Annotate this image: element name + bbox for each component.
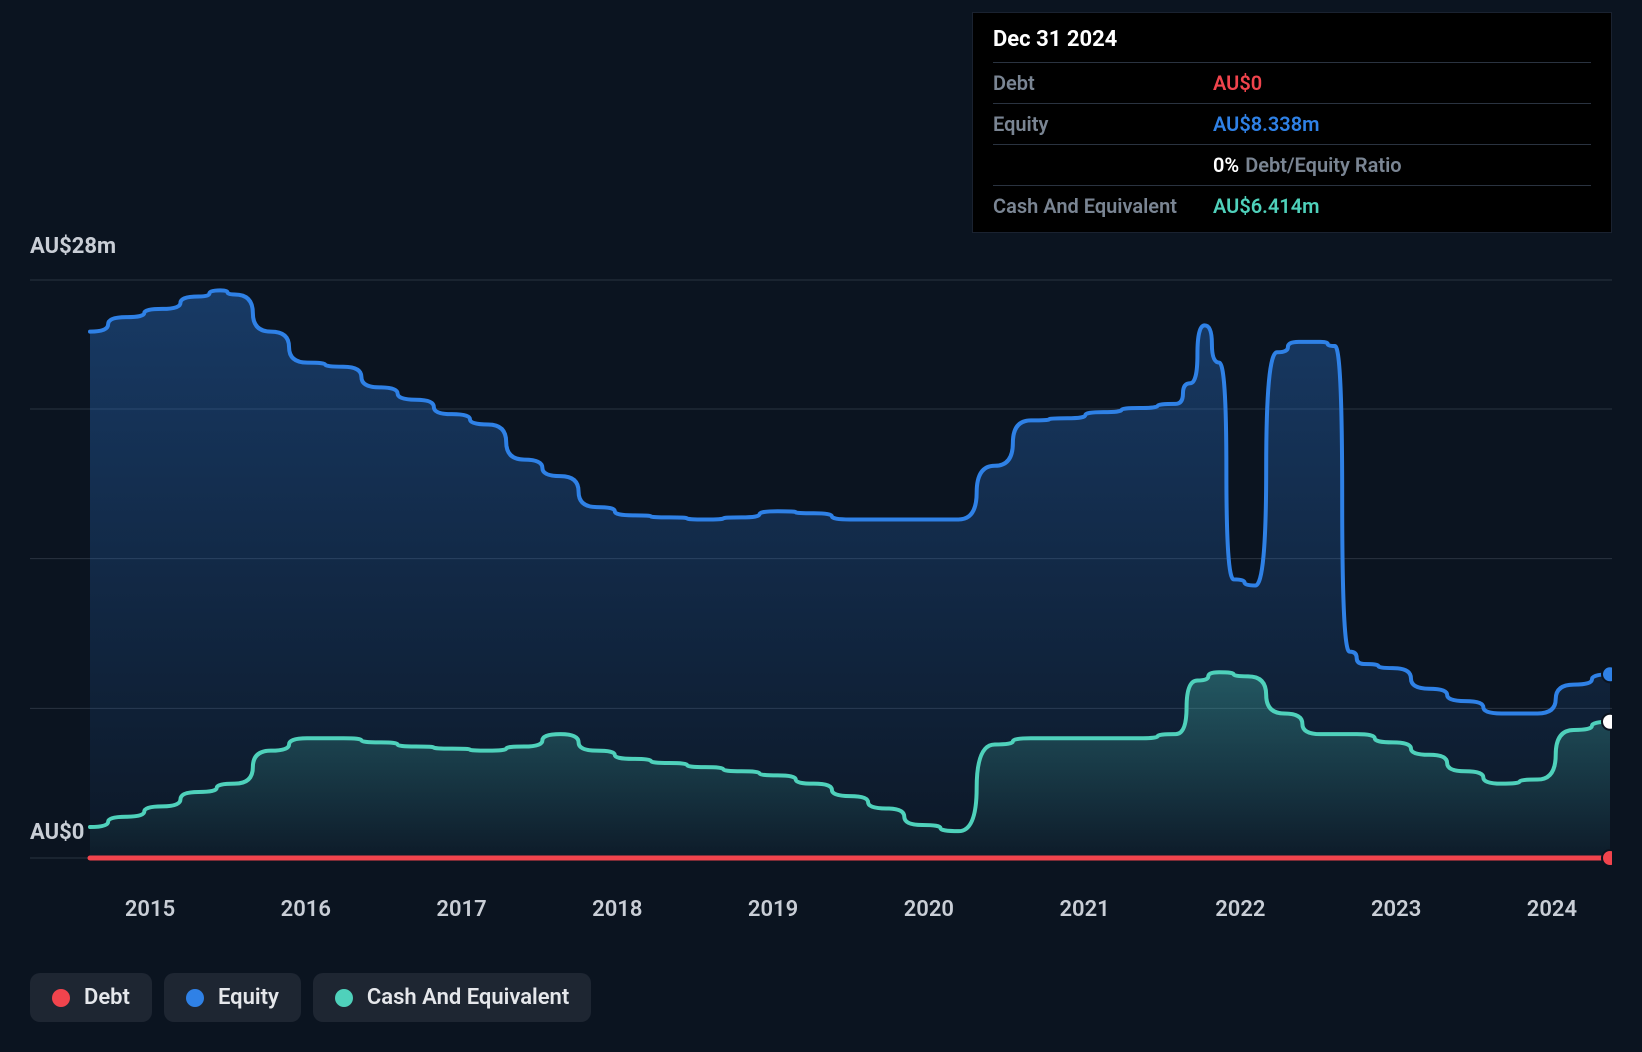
x-axis-year: 2020 bbox=[899, 897, 959, 922]
x-axis-year: 2021 bbox=[1055, 897, 1115, 922]
tooltip-label: Debt bbox=[993, 71, 1213, 95]
plot-svg bbox=[30, 250, 1612, 872]
plot-area[interactable] bbox=[30, 250, 1612, 872]
x-axis-year: 2023 bbox=[1366, 897, 1426, 922]
tooltip-label: Equity bbox=[993, 112, 1213, 136]
legend-dot-icon bbox=[335, 989, 353, 1007]
chart-tooltip: Dec 31 2024 Debt AU$0 Equity AU$8.338m 0… bbox=[972, 12, 1612, 233]
tooltip-ratio-label: Debt/Equity Ratio bbox=[1245, 153, 1401, 177]
tooltip-row-ratio: 0% Debt/Equity Ratio bbox=[993, 144, 1591, 185]
legend-label: Cash And Equivalent bbox=[367, 985, 569, 1010]
tooltip-value: AU$0 bbox=[1213, 71, 1262, 95]
x-axis-labels: 2015 2016 2017 2018 2019 2020 2021 2022 2023 2024 bbox=[90, 897, 1612, 922]
x-axis-year: 2016 bbox=[276, 897, 336, 922]
tooltip-label: Cash And Equivalent bbox=[993, 194, 1213, 218]
legend-item[interactable]: Cash And Equivalent bbox=[313, 973, 591, 1022]
x-axis-year: 2022 bbox=[1210, 897, 1270, 922]
legend-item[interactable]: Debt bbox=[30, 973, 152, 1022]
chart-legend: Debt Equity Cash And Equivalent bbox=[30, 973, 591, 1022]
tooltip-ratio-pct: 0% bbox=[1213, 153, 1239, 177]
legend-dot-icon bbox=[52, 989, 70, 1007]
x-axis-year: 2019 bbox=[743, 897, 803, 922]
tooltip-value: AU$6.414m bbox=[1213, 194, 1320, 218]
legend-label: Debt bbox=[84, 985, 130, 1010]
debt-equity-chart: Dec 31 2024 Debt AU$0 Equity AU$8.338m 0… bbox=[0, 0, 1642, 1052]
tooltip-row-debt: Debt AU$0 bbox=[993, 62, 1591, 103]
tooltip-row-cash: Cash And Equivalent AU$6.414m bbox=[993, 185, 1591, 226]
tooltip-date: Dec 31 2024 bbox=[993, 27, 1591, 62]
tooltip-value: AU$8.338m bbox=[1213, 112, 1320, 136]
x-axis-year: 2015 bbox=[120, 897, 180, 922]
legend-label: Equity bbox=[218, 985, 279, 1010]
legend-dot-icon bbox=[186, 989, 204, 1007]
x-axis-year: 2017 bbox=[432, 897, 492, 922]
tooltip-row-equity: Equity AU$8.338m bbox=[993, 103, 1591, 144]
x-axis-year: 2024 bbox=[1522, 897, 1582, 922]
x-axis-year: 2018 bbox=[587, 897, 647, 922]
legend-item[interactable]: Equity bbox=[164, 973, 301, 1022]
